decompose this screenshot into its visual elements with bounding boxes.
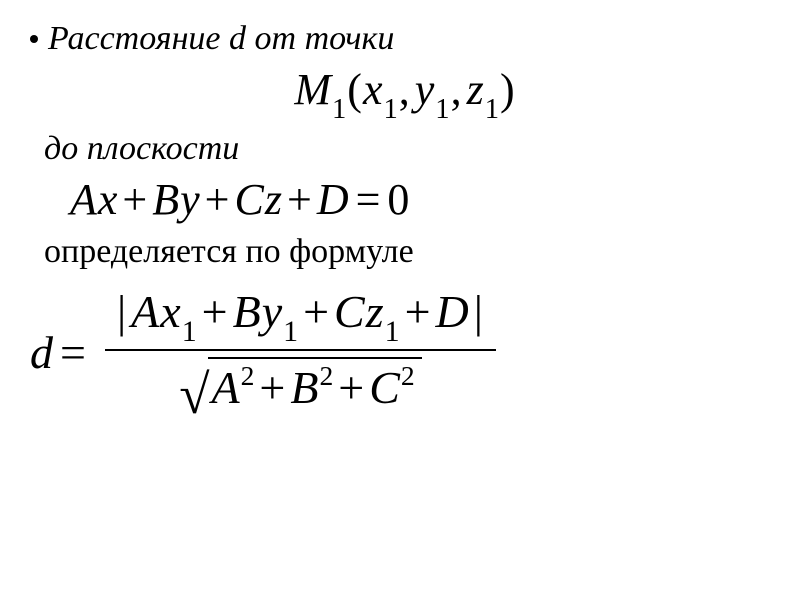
fraction: |Ax1+By1+Cz1+D| √ A2+B2+C2 xyxy=(105,285,496,420)
num-C: C xyxy=(334,286,366,337)
sub-M: 1 xyxy=(332,94,347,125)
var-d: d xyxy=(30,327,54,378)
num-A: A xyxy=(131,286,160,337)
var-x2: x xyxy=(98,175,119,224)
text-line-3: определяется по формуле xyxy=(44,233,414,270)
den-A: A xyxy=(212,362,241,413)
var-B: B xyxy=(152,175,180,224)
var-z: z xyxy=(467,65,485,114)
var-D: D xyxy=(317,175,350,224)
intro-line-1: Расстояние d от точки xyxy=(30,20,770,58)
den-C: C xyxy=(369,362,401,413)
den-C-sup: 2 xyxy=(401,360,416,391)
radical-icon: √ xyxy=(179,363,210,426)
var-y: y xyxy=(415,65,436,114)
intro-line-3: определяется по формуле xyxy=(44,233,770,271)
num-D: D xyxy=(436,286,470,337)
formula-point-m1: M1(x1,y1,z1) xyxy=(40,64,770,122)
num-y: y xyxy=(262,286,283,337)
denominator: √ A2+B2+C2 xyxy=(105,349,496,420)
square-root: √ A2+B2+C2 xyxy=(179,357,422,420)
radicand: A2+B2+C2 xyxy=(208,357,422,420)
text-line-1: Расстояние d от точки xyxy=(48,20,394,57)
formula-distance: d= |Ax1+By1+Cz1+D| √ A2+B2+C2 xyxy=(30,285,770,420)
den-B: B xyxy=(290,362,319,413)
sub-y: 1 xyxy=(435,94,450,125)
num-z: z xyxy=(366,286,385,337)
bullet-icon xyxy=(30,35,38,43)
numerator: |Ax1+By1+Cz1+D| xyxy=(105,285,496,349)
var-x: x xyxy=(363,65,384,114)
var-A: A xyxy=(70,175,98,224)
den-A-sup: 2 xyxy=(241,360,256,391)
num-y-sub: 1 xyxy=(283,315,299,348)
num-x: x xyxy=(160,286,181,337)
num-z-sub: 1 xyxy=(385,315,401,348)
sub-x: 1 xyxy=(383,94,398,125)
var-z2: z xyxy=(265,175,283,224)
text-line-2: до плоскости xyxy=(44,130,239,167)
var-M: M xyxy=(294,65,332,114)
intro-line-2: до плоскости xyxy=(44,130,770,168)
den-B-sup: 2 xyxy=(319,360,334,391)
sub-z: 1 xyxy=(485,94,500,125)
zero: 0 xyxy=(387,175,410,224)
var-C: C xyxy=(235,175,265,224)
num-B: B xyxy=(233,286,262,337)
formula-plane-equation: Ax+By+Cz+D=0 xyxy=(70,174,770,225)
num-x-sub: 1 xyxy=(182,315,198,348)
var-y2: y xyxy=(180,175,201,224)
